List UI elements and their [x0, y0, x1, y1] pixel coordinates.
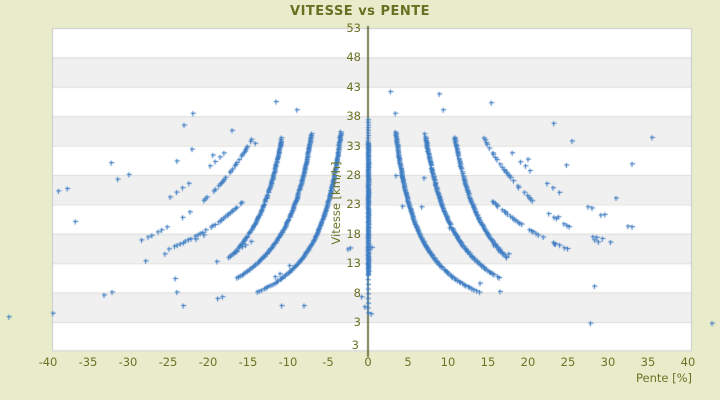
x-tick-label: 10: [440, 355, 456, 369]
x-tick-label: -20: [198, 355, 218, 369]
y-axis-title: Vitesse [km/h]: [329, 161, 343, 245]
x-tick-label: -30: [118, 355, 138, 369]
y-tick-label: 53: [346, 21, 361, 35]
y-tick-label: 33: [346, 138, 361, 153]
y-tick-label: 8: [353, 285, 361, 300]
y-tick-label: 13: [346, 256, 361, 271]
x-tick-label: -10: [278, 355, 298, 369]
x-tick-label: 5: [404, 355, 412, 369]
y-tick-label: 23: [346, 197, 361, 212]
chart-title: VITESSE vs PENTE: [290, 4, 430, 19]
x-tick-label: -5: [322, 355, 334, 369]
y-axis-bottom-label: 3: [351, 338, 359, 352]
y-tick-label: 38: [346, 109, 361, 124]
x-tick-label: 20: [520, 355, 536, 369]
x-tick-label: 35: [640, 355, 656, 369]
y-tick-label: 48: [346, 50, 361, 65]
x-tick-label: 25: [560, 355, 576, 369]
y-tick-label: 43: [346, 79, 361, 94]
x-tick-label: 40: [680, 355, 696, 369]
y-tick-label: 18: [346, 226, 361, 241]
y-tick-label: 28: [346, 168, 361, 182]
x-tick-label: -25: [158, 355, 178, 369]
x-axis-title: Pente [%]: [635, 371, 692, 385]
x-tick-label: -35: [78, 355, 98, 369]
x-tick-label: -40: [38, 355, 58, 369]
x-tick-label: -15: [238, 355, 258, 369]
x-tick-label: 15: [480, 355, 496, 369]
x-tick-label: 0: [364, 355, 372, 369]
y-tick-label: 3: [353, 315, 361, 329]
x-tick-label: 30: [600, 355, 616, 369]
